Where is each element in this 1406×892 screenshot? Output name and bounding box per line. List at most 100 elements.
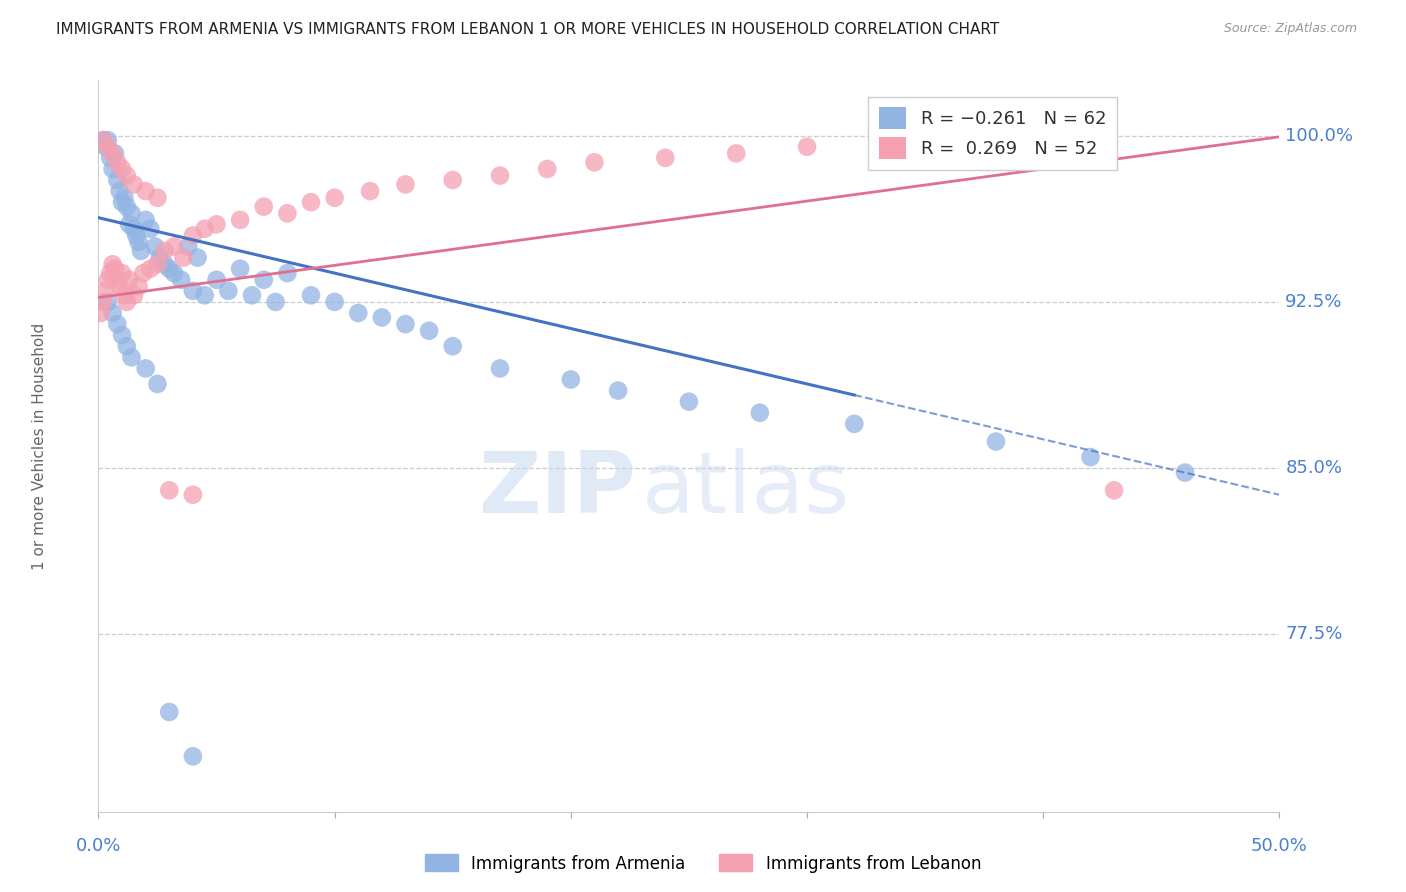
Point bbox=[217, 284, 239, 298]
Point bbox=[181, 284, 204, 298]
Point bbox=[583, 155, 606, 169]
Point bbox=[91, 294, 114, 309]
Text: 50.0%: 50.0% bbox=[1251, 838, 1308, 855]
Text: 85.0%: 85.0% bbox=[1285, 459, 1343, 477]
Point bbox=[163, 266, 186, 280]
Point bbox=[135, 184, 157, 198]
Point bbox=[371, 310, 394, 325]
Text: atlas: atlas bbox=[641, 449, 849, 532]
Point bbox=[172, 251, 194, 265]
Point bbox=[111, 195, 134, 210]
Point bbox=[177, 239, 200, 253]
Point bbox=[748, 406, 770, 420]
Point bbox=[205, 218, 228, 232]
Legend: R = −0.261   N = 62, R =  0.269   N = 52: R = −0.261 N = 62, R = 0.269 N = 52 bbox=[868, 96, 1116, 169]
Point bbox=[121, 351, 143, 365]
Point bbox=[153, 257, 176, 271]
Point bbox=[194, 221, 217, 235]
Point bbox=[115, 339, 138, 353]
Point bbox=[111, 266, 134, 280]
Point bbox=[253, 273, 276, 287]
Point bbox=[146, 376, 169, 391]
Point bbox=[157, 261, 180, 276]
Point bbox=[157, 483, 180, 498]
Point bbox=[105, 317, 128, 331]
Point bbox=[105, 155, 128, 169]
Point bbox=[347, 306, 370, 320]
Point bbox=[678, 394, 700, 409]
Point bbox=[115, 294, 138, 309]
Point bbox=[181, 488, 204, 502]
Point bbox=[94, 140, 117, 154]
Point bbox=[489, 169, 512, 183]
Point bbox=[132, 266, 155, 280]
Text: 100.0%: 100.0% bbox=[1285, 127, 1354, 145]
Legend: Immigrants from Armenia, Immigrants from Lebanon: Immigrants from Armenia, Immigrants from… bbox=[418, 847, 988, 880]
Text: 0.0%: 0.0% bbox=[76, 838, 121, 855]
Point bbox=[122, 221, 145, 235]
Point bbox=[1008, 128, 1031, 143]
Point bbox=[91, 133, 114, 147]
Point bbox=[796, 140, 818, 154]
Point bbox=[654, 151, 676, 165]
Point bbox=[607, 384, 630, 398]
Point bbox=[101, 306, 124, 320]
Point bbox=[890, 133, 912, 147]
Point bbox=[101, 257, 124, 271]
Point bbox=[240, 288, 263, 302]
Point bbox=[105, 173, 128, 187]
Point bbox=[149, 251, 172, 265]
Point bbox=[125, 228, 148, 243]
Point bbox=[108, 279, 131, 293]
Point bbox=[299, 288, 322, 302]
Point bbox=[97, 140, 120, 154]
Point bbox=[97, 273, 120, 287]
Point bbox=[122, 178, 145, 192]
Point bbox=[844, 417, 866, 431]
Point bbox=[108, 184, 131, 198]
Point bbox=[163, 239, 186, 253]
Point bbox=[153, 244, 176, 258]
Point bbox=[143, 239, 166, 253]
Point bbox=[253, 200, 276, 214]
Point bbox=[105, 273, 128, 287]
Point bbox=[129, 244, 152, 258]
Point bbox=[118, 273, 141, 287]
Point bbox=[984, 434, 1007, 449]
Point bbox=[359, 184, 381, 198]
Point bbox=[1174, 466, 1197, 480]
Point bbox=[115, 169, 138, 183]
Text: 1 or more Vehicles in Household: 1 or more Vehicles in Household bbox=[32, 322, 46, 570]
Point bbox=[536, 161, 558, 176]
Point bbox=[725, 146, 748, 161]
Point bbox=[205, 273, 228, 287]
Point bbox=[441, 339, 464, 353]
Point bbox=[90, 306, 112, 320]
Point bbox=[128, 279, 150, 293]
Point bbox=[146, 257, 169, 271]
Text: ZIP: ZIP bbox=[478, 449, 636, 532]
Text: Source: ZipAtlas.com: Source: ZipAtlas.com bbox=[1223, 22, 1357, 36]
Point bbox=[181, 749, 204, 764]
Point bbox=[323, 294, 346, 309]
Point bbox=[104, 261, 127, 276]
Point bbox=[91, 133, 114, 147]
Point bbox=[101, 146, 124, 161]
Point bbox=[118, 218, 141, 232]
Point bbox=[122, 288, 145, 302]
Point bbox=[112, 288, 135, 302]
Point bbox=[97, 294, 120, 309]
Point bbox=[418, 324, 440, 338]
Point bbox=[394, 178, 416, 192]
Point bbox=[112, 191, 135, 205]
Point bbox=[115, 200, 138, 214]
Point bbox=[194, 288, 217, 302]
Point bbox=[394, 317, 416, 331]
Point bbox=[157, 705, 180, 719]
Point bbox=[323, 191, 346, 205]
Point bbox=[229, 261, 252, 276]
Point bbox=[146, 191, 169, 205]
Point bbox=[276, 206, 298, 220]
Point bbox=[441, 173, 464, 187]
Point bbox=[264, 294, 287, 309]
